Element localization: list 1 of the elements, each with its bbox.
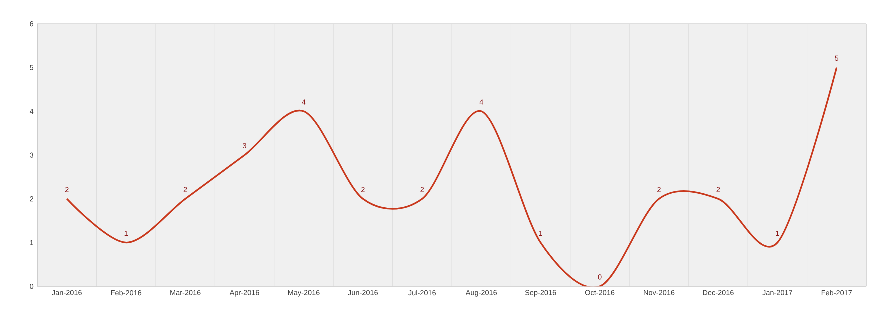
line-series (66, 66, 838, 287)
